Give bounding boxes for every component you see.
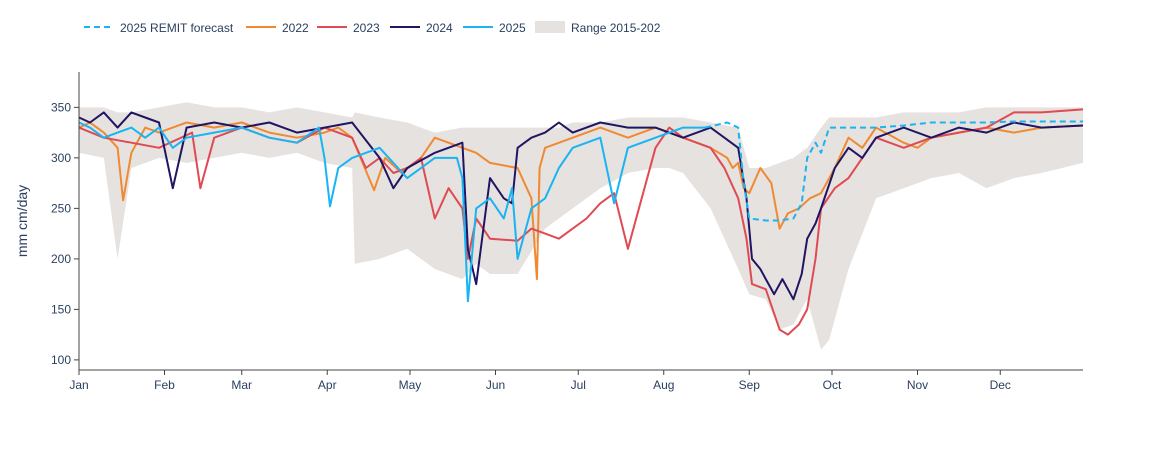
x-tick-label: Oct [823, 378, 842, 392]
axes [78, 72, 1083, 371]
legend-item-2025[interactable]: 2025 [463, 21, 526, 35]
x-tick-label: Jun [486, 378, 505, 392]
y-axis-title: mm cm/day [14, 185, 30, 257]
x-tick-label: Apr [318, 378, 337, 392]
y-tick-label: 150 [51, 302, 71, 316]
range-band-area [79, 102, 1083, 350]
x-tick-label: Jul [571, 378, 586, 392]
legend-label: 2024 [426, 21, 453, 35]
series-line-2022 [78, 121, 1084, 281]
y-ticks: 100 150 200 250 300 350 [51, 100, 79, 367]
legend: 2025 REMIT forecast 2022 2023 2024 2025 Range… [84, 21, 661, 35]
legend-label: 2025 REMIT forecast [120, 21, 234, 35]
legend-item-2025-remit-forecast[interactable]: 2025 REMIT forecast [84, 21, 234, 35]
x-tick-label: Aug [653, 378, 674, 392]
legend-label: 2025 [499, 21, 526, 35]
x-tick-label: May [399, 378, 422, 392]
legend-item-2023[interactable]: 2023 [317, 21, 380, 35]
y-tick-label: 350 [51, 100, 71, 114]
series-line-2023 [78, 108, 1084, 336]
legend-item-2022[interactable]: 2022 [246, 21, 309, 35]
x-tick-label: Dec [990, 378, 1011, 392]
plot-area [78, 102, 1084, 350]
x-ticks: Jan Feb Mar Apr May Jun Jul Aug Sep Oct Nov Dec [69, 370, 1011, 392]
x-tick-label: Mar [231, 378, 252, 392]
y-tick-label: 300 [51, 151, 71, 165]
x-tick-label: Nov [907, 378, 928, 392]
y-tick-label: 250 [51, 201, 71, 215]
y-tick-label: 200 [51, 252, 71, 266]
legend-item-range-2015-202[interactable]: Range 2015-202 [535, 21, 661, 35]
legend-item-2024[interactable]: 2024 [390, 21, 453, 35]
legend-label: 2023 [353, 21, 380, 35]
series-line-2025 [78, 121, 706, 303]
series-line-2025-remit-forecast [704, 120, 1083, 222]
legend-swatch [535, 21, 565, 33]
x-tick-label: Feb [154, 378, 175, 392]
legend-label: 2022 [282, 21, 309, 35]
legend-label: Range 2015-202 [571, 21, 661, 35]
x-tick-label: Jan [69, 378, 88, 392]
x-tick-label: Sep [739, 378, 761, 392]
y-tick-label: 100 [51, 353, 71, 367]
